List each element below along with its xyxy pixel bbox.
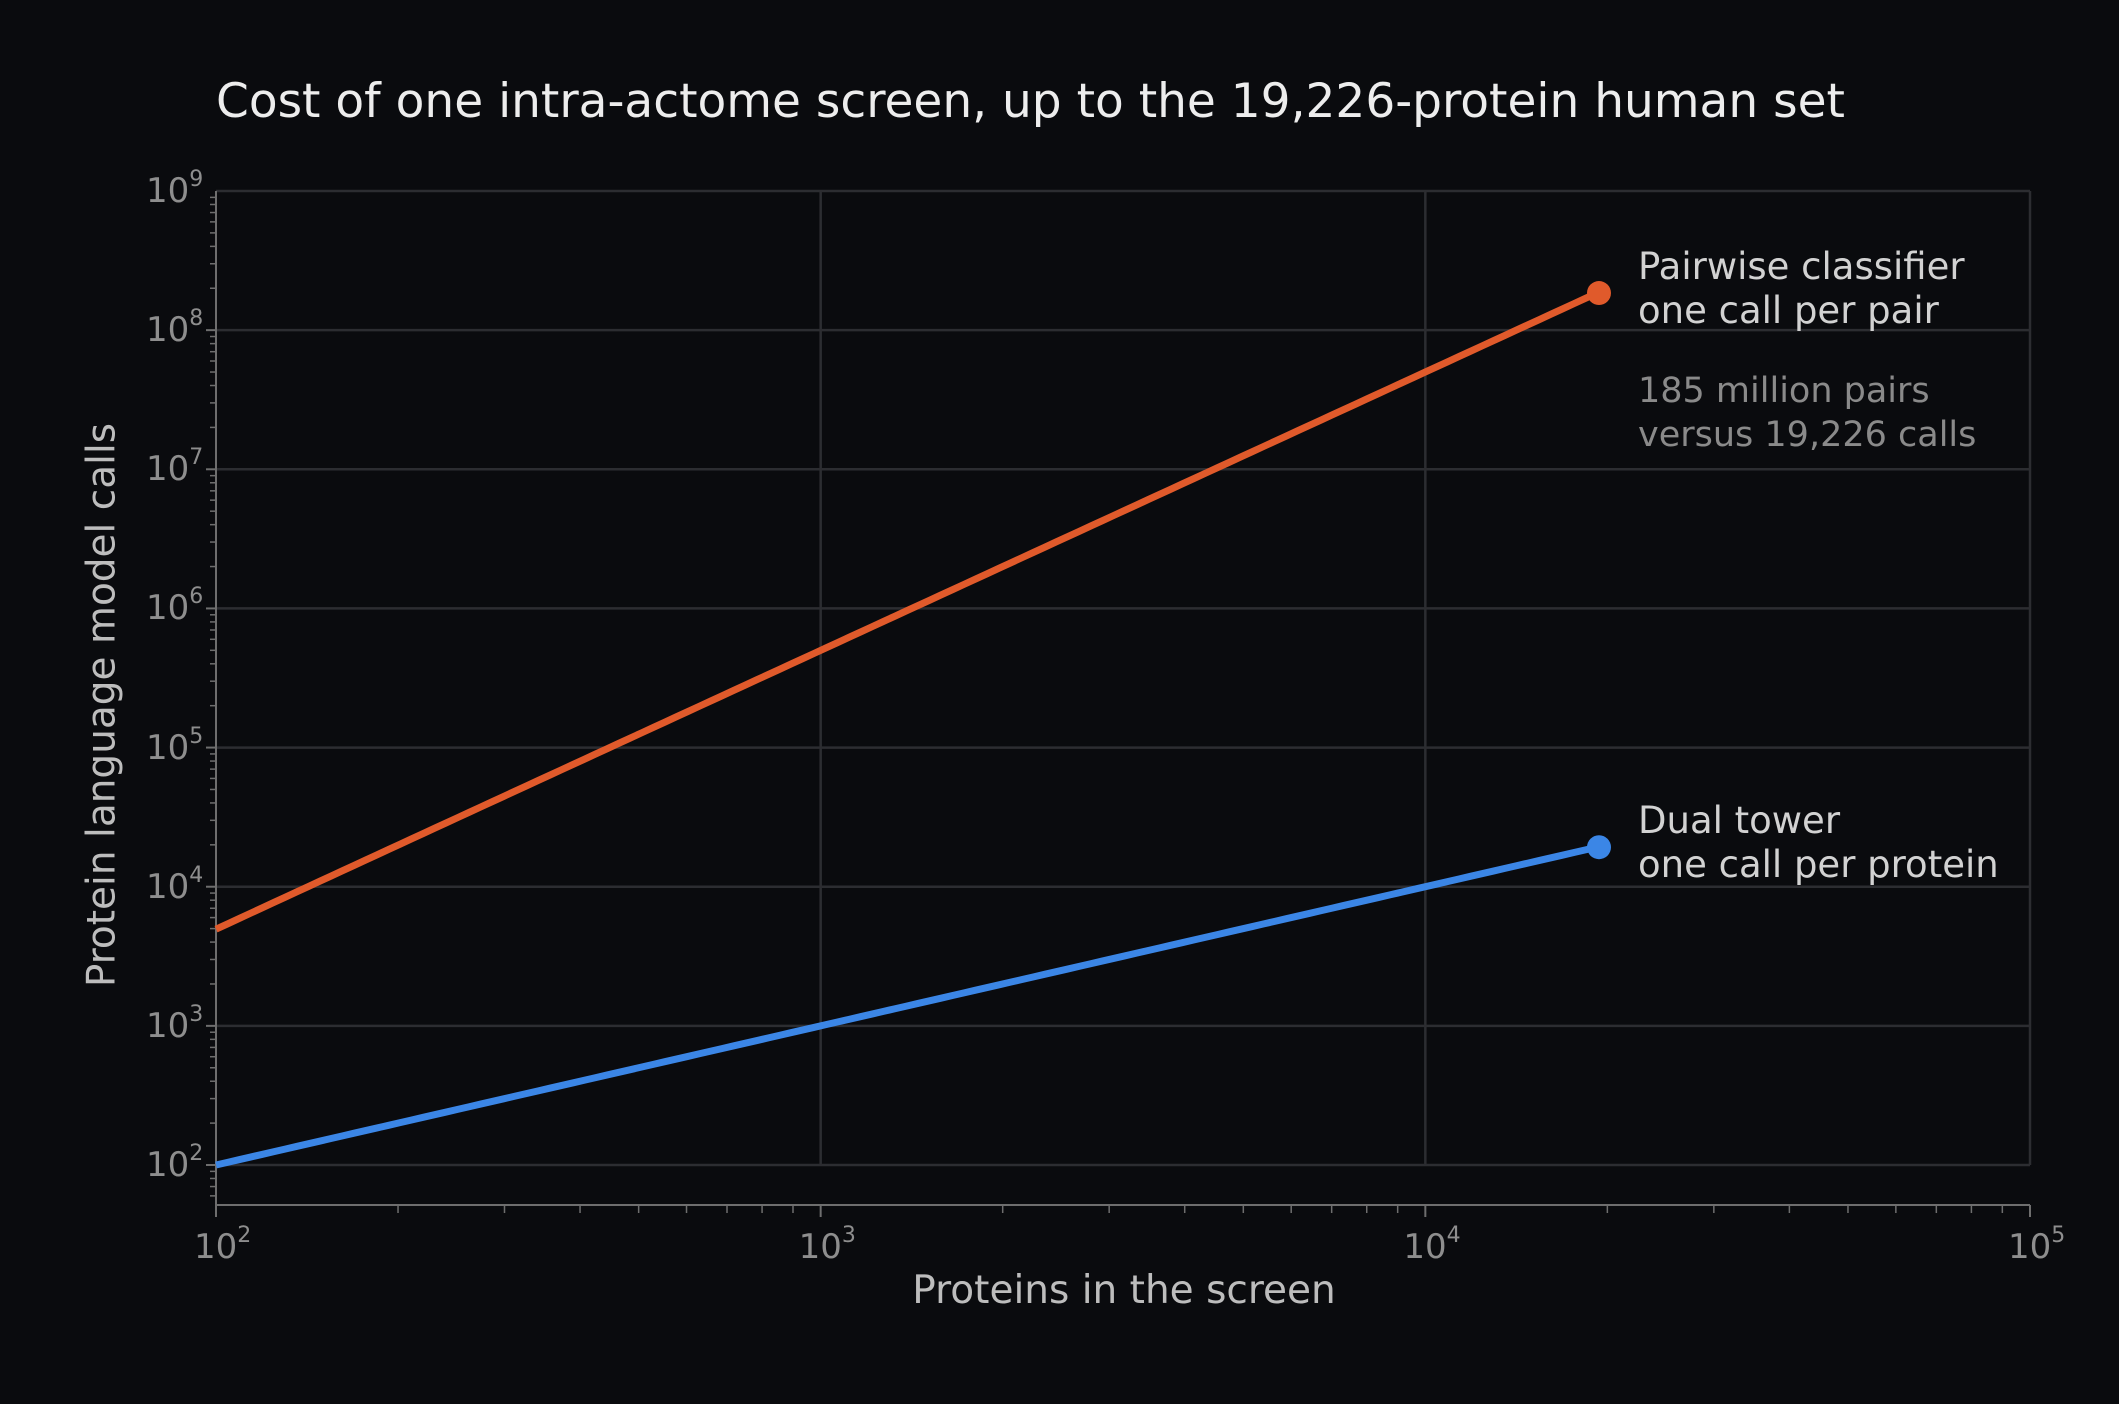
series-line-dual <box>215 843 1598 1169</box>
series-label-pairwise-line-2: one call per pair <box>1638 289 1939 333</box>
comparison-note-line-2: versus 19,226 calls <box>1638 415 1977 456</box>
series-endpoint-dual <box>1586 835 1611 860</box>
series-label-dual-tower: Dual tower one call per protein <box>1638 799 1999 887</box>
y-tick-label-7: 109 <box>146 167 204 211</box>
x-tick-label-3: 105 <box>2008 1223 2066 1267</box>
y-tick-label-4: 106 <box>146 584 204 629</box>
series-label-dual-line-2: one call per protein <box>1638 843 1999 887</box>
axes <box>206 191 2031 1217</box>
y-tick-label-2: 104 <box>146 862 204 907</box>
y-tick-label-6: 108 <box>146 306 204 351</box>
comparison-note: 185 million pairs versus 19,226 calls <box>1638 369 1976 457</box>
y-tick-label-3: 105 <box>146 723 204 768</box>
x-tick-label-0: 102 <box>194 1223 252 1267</box>
series-lines <box>214 281 1611 1169</box>
series-label-pairwise-line-1: Pairwise classifier <box>1638 245 1965 289</box>
y-tick-label-5: 107 <box>146 445 204 490</box>
chart-title: Cost of one intra-actome screen, up to t… <box>216 74 1845 129</box>
y-axis-label: Protein language model calls <box>79 422 125 988</box>
y-tick-label-0: 102 <box>146 1141 204 1185</box>
x-tick-label-1: 103 <box>798 1223 856 1267</box>
x-tick-label-2: 104 <box>1403 1223 1461 1267</box>
grid-lines <box>216 189 2032 1167</box>
series-endpoint-pairwise <box>1586 281 1611 306</box>
x-axis-label: Proteins in the screen <box>912 1268 1336 1313</box>
series-line-pairwise <box>214 289 1599 933</box>
y-tick-label-1: 103 <box>146 1001 204 1046</box>
comparison-note-line-1: 185 million pairs <box>1638 371 1930 412</box>
series-label-dual-line-1: Dual tower <box>1638 799 1841 843</box>
series-label-pairwise: Pairwise classifier one call per pair <box>1638 245 1965 333</box>
